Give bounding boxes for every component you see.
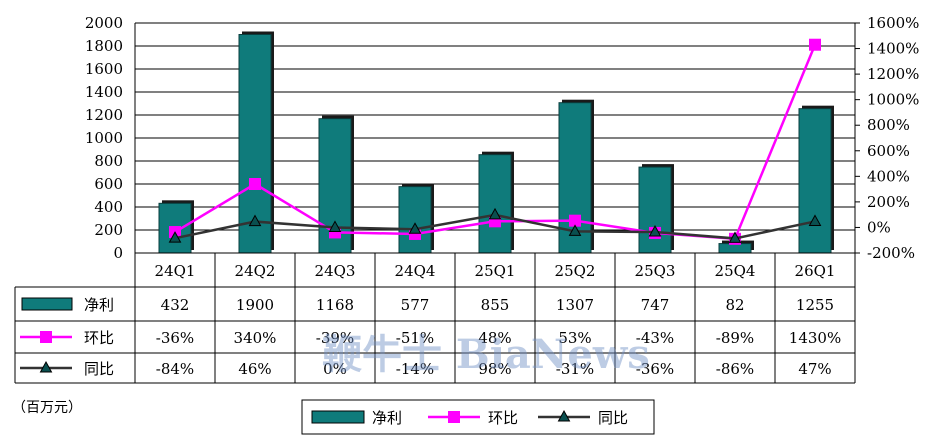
y2-axis: -200% 0% 200% 400% 600% 800% 1000% 1200% 1400% 16… — [855, 14, 919, 262]
y-tick-label: 400 — [94, 198, 123, 216]
yoy-point — [408, 222, 422, 234]
qoq-point — [809, 38, 821, 51]
y2-tick-label: 1400% — [867, 40, 919, 58]
data-table: 24Q1 24Q2 24Q3 24Q4 25Q1 25Q2 25Q3 25Q4 26Q1 净利 43… — [14, 252, 856, 384]
data-label: 340% — [234, 329, 277, 347]
data-label: -31% — [556, 360, 594, 378]
y-tick-label: 1200 — [85, 106, 123, 124]
data-label: -89% — [716, 329, 754, 347]
yoy-point — [808, 214, 822, 226]
data-label: -36% — [636, 360, 674, 378]
y-tick-label: 1800 — [85, 37, 123, 55]
data-label: 432 — [161, 296, 190, 314]
data-label: 98% — [478, 360, 511, 378]
y-tick-label: 1400 — [85, 83, 123, 101]
data-label: 46% — [238, 360, 271, 378]
x-tick-label: 25Q4 — [715, 262, 756, 280]
data-label: 53% — [558, 329, 591, 347]
data-label: -14% — [396, 360, 434, 378]
legend-key-marker — [557, 409, 571, 422]
y-axis: 0 200 400 600 800 1000 1200 1400 1600 1800 2000 — [85, 14, 123, 262]
line-series — [168, 38, 822, 245]
x-tick-label: 24Q1 — [155, 262, 196, 280]
y2-tick-label: 400% — [867, 167, 910, 185]
y2-tick-label: 1600% — [867, 14, 919, 32]
y2-tick-label: 600% — [867, 142, 910, 160]
yoy-point — [648, 225, 662, 237]
y2-tick-label: 200% — [867, 193, 910, 211]
y-tick-label: 600 — [94, 175, 123, 193]
data-label: -36% — [156, 329, 194, 347]
bar-series — [158, 31, 834, 254]
y2-tick-label: 800% — [867, 116, 910, 134]
row-key-bar — [21, 297, 73, 311]
bar — [798, 108, 832, 254]
y-tick-label: 1000 — [85, 129, 123, 147]
data-label: 855 — [481, 296, 510, 314]
yoy-point — [488, 207, 502, 220]
bar — [638, 166, 672, 254]
data-label: 747 — [641, 296, 670, 314]
data-label: 1168 — [316, 296, 354, 314]
legend-key-marker — [448, 411, 460, 423]
data-label: 1307 — [556, 296, 594, 314]
x-tick-label: 24Q4 — [395, 262, 436, 280]
watermark: 鞭牛士 BiaNews — [322, 331, 650, 378]
row-name: 环比 — [84, 329, 114, 347]
data-label: 82 — [725, 296, 744, 314]
row-name: 净利 — [84, 296, 114, 314]
y-tick-label: 0 — [113, 244, 123, 262]
data-label: 47% — [798, 360, 831, 378]
yoy-point — [728, 231, 742, 243]
qoq-point — [249, 178, 261, 190]
row-name: 同比 — [84, 360, 114, 378]
legend-label: 净利 — [372, 409, 402, 427]
y-tick-label: 200 — [94, 221, 123, 239]
yoy-point — [248, 214, 262, 227]
data-label: -51% — [396, 329, 434, 347]
legend-label: 环比 — [488, 409, 518, 427]
data-label: -86% — [716, 360, 754, 378]
y-tick-label: 2000 — [85, 14, 123, 32]
data-label: 0% — [323, 360, 347, 378]
y2-tick-label: 0% — [867, 218, 891, 236]
row-key-marker — [39, 360, 53, 373]
yoy-point — [328, 220, 342, 232]
x-tick-label: 25Q1 — [475, 262, 516, 280]
data-label: 1430% — [789, 329, 841, 347]
yoy-point — [568, 224, 582, 236]
data-label: -43% — [636, 329, 674, 347]
data-label: 48% — [478, 329, 511, 347]
legend-key-bar — [311, 410, 365, 424]
x-tick-label: 25Q2 — [555, 262, 596, 280]
x-tick-label: 24Q2 — [235, 262, 276, 280]
bar — [398, 186, 432, 254]
y2-tick-label: 1000% — [867, 91, 919, 109]
data-label: -39% — [316, 329, 354, 347]
y2-tick-label: 1200% — [867, 65, 919, 83]
y-tick-label: 800 — [94, 152, 123, 170]
x-tick-label: 25Q3 — [635, 262, 676, 280]
x-tick-label: 24Q3 — [315, 262, 356, 280]
data-label: 1255 — [796, 296, 834, 314]
bar — [718, 243, 752, 254]
data-label: 577 — [401, 296, 430, 314]
legend-label: 同比 — [598, 409, 628, 427]
qoq-point — [569, 214, 581, 227]
legend: 净利 环比 同比 — [301, 399, 655, 435]
data-label: -84% — [156, 360, 194, 378]
unit-label: （百万元） — [12, 400, 82, 416]
row-key-marker — [40, 331, 52, 343]
y-tick-label: 1600 — [85, 60, 123, 78]
bar — [478, 154, 512, 254]
yoy-point — [168, 231, 182, 243]
y2-tick-label: -200% — [867, 244, 915, 262]
x-tick-label: 26Q1 — [795, 262, 836, 280]
data-label: 1900 — [236, 296, 274, 314]
